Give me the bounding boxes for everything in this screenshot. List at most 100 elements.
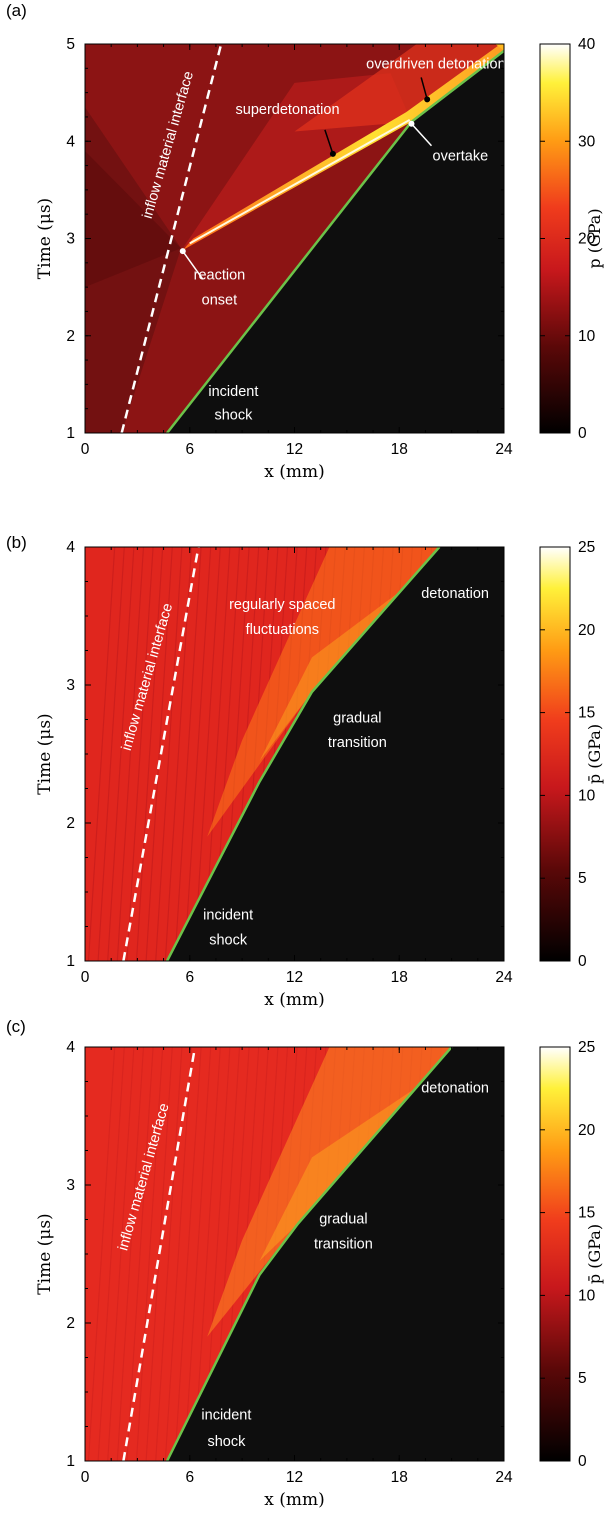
colorbar-tick-label: 25 [578,539,595,556]
x-axis-label: x (mm) [264,462,325,482]
x-tick-label: 0 [81,441,90,458]
fluctuation-streak [183,1047,212,1461]
colorbar-label: p̄ (GPa) [585,724,604,784]
fluctuation-streak [155,1047,183,1461]
x-tick-label: 12 [286,1469,303,1486]
x-tick-label: 0 [81,1469,90,1486]
colorbar-label: p̄ (GPa) [585,1224,604,1284]
panel-label: (a) [6,1,27,20]
y-tick-label: 3 [66,1177,75,1194]
y-tick-label: 3 [66,677,75,694]
colorbar-tick-label: 25 [578,1039,595,1056]
y-tick-label: 4 [66,539,75,556]
x-tick-label: 18 [391,441,408,458]
annotation-label: detonation [421,1081,489,1097]
marker-dot [179,248,186,255]
low-pressure-region [85,150,182,288]
y-tick-label: 4 [66,1039,75,1056]
y-tick-label: 4 [66,133,75,150]
colorbar-tick-label: 5 [578,1370,587,1387]
colorbar-tick-label: 5 [578,870,587,887]
annotation-label: gradual [319,1212,367,1228]
panel-1: (b)inflow material interface regularly sp… [6,533,604,1010]
shocked-region [167,1047,504,1461]
superdetonation-band [182,44,504,251]
colorbar-tick-label: 15 [578,705,595,722]
fluctuation-streak [145,1047,173,1461]
fluctuation-streak [174,547,202,961]
x-tick-label: 24 [495,1469,513,1486]
plot-area [85,547,504,961]
fluctuation-streak [174,1047,202,1461]
colorbar-tick-label: 0 [578,1453,587,1470]
y-tick-label: 1 [66,425,75,442]
annotation-label: onset [202,293,237,309]
y-axis-label: Time (μs) [35,1213,55,1294]
annotation-label: regularly spaced [229,597,335,613]
x-tick-label: 18 [391,1469,408,1486]
colorbar-tick-label: 10 [578,1287,596,1304]
colorbar-tick-label: 10 [578,328,596,345]
fluctuation-streak [107,1047,135,1461]
elevated-pressure-region [207,1047,452,1337]
x-tick-label: 24 [495,441,513,458]
marker-leader-line [182,250,204,280]
y-tick-label: 1 [66,953,75,970]
colorbar-tick-label: 10 [578,787,596,804]
annotation-label: shock [214,407,253,423]
annotation-label: overdriven detonation [366,56,505,72]
fluctuation-streak [155,547,183,961]
fluctuation-streak [126,1047,154,1461]
plot-area [85,44,504,433]
fluctuation-streak [116,1047,145,1461]
x-tick-label: 12 [286,969,303,986]
colorbar-tick-label: 30 [578,133,596,150]
annotation-label: incident [203,908,253,924]
annotation-label: transition [328,735,387,751]
y-axis-label: Time (μs) [35,713,55,794]
shocked-region [167,44,504,433]
fluctuation-streak [193,547,221,961]
marker-leader-line [420,77,428,100]
fluctuation-streak [145,547,173,961]
y-tick-label: 2 [66,815,75,832]
panel-label: (c) [6,1017,26,1036]
incident-shock-line [165,1047,453,1461]
colorbar-tick-label: 20 [578,1122,596,1139]
overdriven-region [294,44,504,132]
elevated-pressure-region [207,547,440,837]
colorbar-tick-label: 0 [578,953,587,970]
marker-dot [424,96,431,103]
annotation-label: incident [201,1408,251,1424]
x-axis-label: x (mm) [264,1490,325,1510]
colorbar [539,1046,571,1462]
annotation-label: overtake [433,149,489,165]
x-tick-label: 6 [185,969,194,986]
marker-dot [408,120,415,127]
y-axis-label: Time (μs) [35,198,55,279]
fluctuation-streak [116,547,145,961]
annotation-label: reaction [194,267,246,283]
plot-area [85,1047,504,1461]
marker-leader-line [324,129,334,155]
fluctuation-streak [107,547,135,961]
panel-2: (c)inflow material interfacedetonationgr… [6,1017,604,1510]
marker-dot [329,150,336,157]
annotation-label: detonation [421,586,489,602]
y-tick-label: 3 [66,231,75,248]
colorbar-tick-label: 20 [578,622,596,639]
colorbar-tick-label: 15 [578,1205,595,1222]
peak-pressure-line [189,118,411,245]
x-tick-label: 24 [495,969,513,986]
x-tick-label: 0 [81,969,90,986]
fluctuation-streak [164,547,193,961]
annotation-label: superdetonation [236,102,340,118]
y-tick-label: 2 [66,328,75,345]
x-axis-label: x (mm) [264,990,325,1010]
overdriven-tip [495,44,504,51]
x-tick-label: 12 [286,441,303,458]
material-interface-line [122,1047,197,1461]
annotation-label: transition [314,1236,373,1252]
